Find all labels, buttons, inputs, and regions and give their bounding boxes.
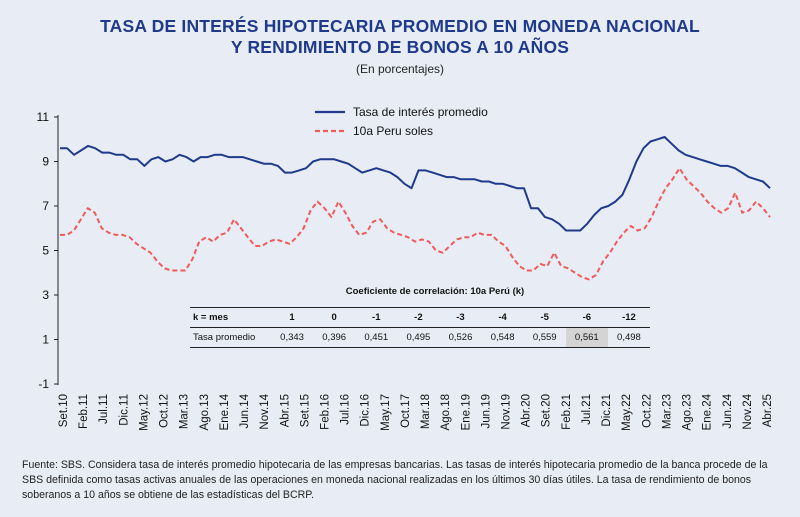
x-tick-label: Jul.21 [581, 394, 593, 425]
correlation-lag-3: -2 [397, 307, 440, 328]
x-tick-label: Abr.15 [279, 394, 291, 427]
x-tick-label: Ene.14 [219, 393, 231, 430]
x-tick-label: Nov.24 [742, 393, 754, 429]
legend: Tasa de interés promedio 10a Peru soles [315, 105, 488, 138]
y-tick-label: 11 [37, 110, 50, 124]
x-tick-label: Dic.16 [360, 394, 372, 427]
x-tick-label: Jul.11 [98, 394, 110, 424]
x-tick-label: Jul.16 [340, 394, 352, 425]
y-tick-label: 1 [42, 333, 49, 347]
correlation-lag-5: -4 [481, 307, 524, 328]
correlation-value-5: 0,548 [481, 327, 524, 348]
x-tick-label: May.17 [380, 394, 392, 431]
correlation-lag-1: 0 [313, 307, 356, 328]
line-chart: -1 1 3 5 7 9 11 Set.10 Feb.11 Jul.11 Dic.11 May.12… [37, 105, 774, 431]
x-tick-label: Mar.23 [661, 394, 673, 429]
chart-subtitle: (En porcentajes) [355, 62, 445, 76]
correlation-table-title: Coeficiente de correlación: 10a Perú (k) [345, 286, 525, 297]
chart-title-line1: TASA DE INTERÉS HIPOTECARIA PROMEDIO EN … [100, 16, 700, 36]
x-tick-label: Feb.21 [561, 394, 573, 430]
x-tick-label: Mar.13 [179, 394, 191, 429]
correlation-lag-4: -3 [439, 307, 482, 328]
x-axis-ticks: Set.10 Feb.11 Jul.11 Dic.11 May.12 Oct.12 Mar.… [58, 393, 774, 430]
x-tick-label: Set.10 [58, 394, 70, 427]
x-tick-label: Jun.24 [722, 393, 734, 428]
x-tick-label: Ene.24 [702, 393, 714, 430]
x-tick-label: Set.20 [541, 394, 553, 427]
y-axis-ticks: -1 1 3 5 7 9 11 [37, 110, 58, 391]
correlation-header-label: k = mes [190, 307, 271, 328]
bond-yield-line [60, 167, 771, 281]
correlation-lag-0: 1 [271, 307, 314, 328]
y-tick-label: 3 [42, 288, 49, 302]
x-tick-label: Ago.18 [440, 394, 452, 430]
correlation-lag-6: -5 [523, 307, 566, 328]
legend-mortgage-label: Tasa de interés promedio [353, 105, 488, 119]
correlation-value-1: 0,396 [313, 327, 356, 348]
x-tick-label: Ene.19 [460, 394, 472, 430]
source-note: Fuente: SBS. Considera tasa de interés p… [22, 459, 768, 501]
x-tick-label: Oct.17 [400, 394, 412, 428]
x-tick-label: Set.15 [299, 394, 311, 427]
x-tick-label: Abr.25 [762, 394, 774, 427]
x-tick-label: Feb.16 [319, 394, 331, 430]
x-tick-label: May.22 [621, 394, 633, 431]
correlation-lag-7: -6 [565, 307, 608, 328]
correlation-value-3: 0,495 [397, 327, 440, 348]
x-tick-label: Ago.23 [682, 394, 694, 430]
correlation-value-row: Tasa promedio 0,343 0,396 0,451 0,495 0,526 0… [190, 327, 650, 348]
mortgage-rate-line [60, 136, 771, 232]
correlation-lag-8: -12 [607, 307, 650, 328]
chart-title-line2: Y RENDIMIENTO DE BONOS A 10 AÑOS [230, 37, 570, 57]
correlation-value-7: 0,561 [565, 327, 608, 348]
chart-series [60, 136, 771, 281]
legend-bond-label: 10a Peru soles [353, 124, 433, 138]
correlation-value-6: 0,559 [523, 327, 566, 348]
x-tick-label: Jun.19 [480, 394, 492, 429]
y-tick-label: -1 [38, 377, 49, 391]
correlation-value-2: 0,451 [355, 327, 398, 348]
correlation-lag-2: -1 [355, 307, 398, 328]
x-tick-label: May.12 [138, 394, 150, 431]
correlation-table: Coeficiente de correlación: 10a Perú (k)… [190, 286, 650, 348]
x-tick-label: Ago.13 [199, 394, 211, 430]
x-tick-label: Jun.14 [239, 393, 251, 428]
correlation-value-4: 0,526 [439, 327, 482, 348]
x-tick-label: Oct.12 [159, 394, 171, 428]
y-tick-label: 7 [42, 199, 49, 213]
correlation-row-label: Tasa promedio [190, 327, 271, 348]
correlation-value-8: 0,498 [607, 327, 650, 348]
x-tick-label: Dic.11 [118, 394, 130, 426]
x-tick-label: Feb.11 [78, 394, 90, 429]
y-tick-label: 5 [42, 244, 49, 258]
y-tick-label: 9 [42, 155, 49, 169]
x-tick-label: Oct.22 [641, 394, 653, 428]
correlation-value-0: 0,343 [271, 327, 314, 348]
x-tick-label: Dic.21 [601, 394, 613, 427]
x-tick-label: Nov.19 [501, 394, 513, 430]
correlation-header-row: k = mes 1 0 -1 -2 -3 -4 -5 -6 -12 [190, 307, 650, 328]
x-tick-label: Mar.18 [420, 394, 432, 429]
x-tick-label: Abr.20 [521, 394, 533, 427]
x-tick-label: Nov.14 [259, 393, 271, 429]
